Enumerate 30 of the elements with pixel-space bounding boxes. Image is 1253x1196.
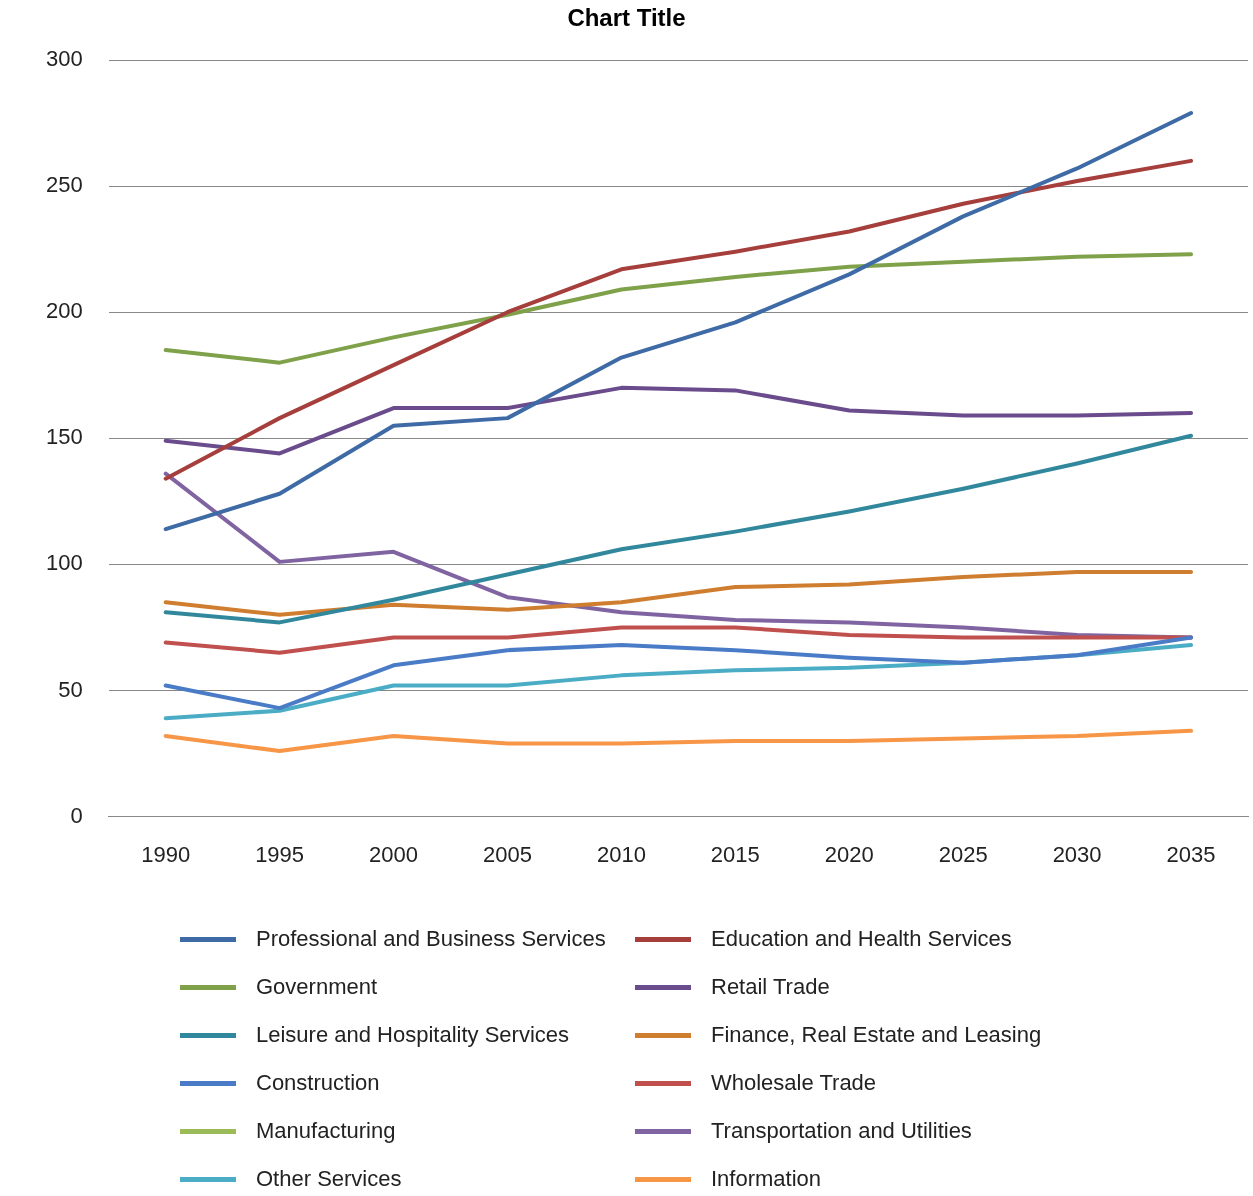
x-tick-label: 1995 [255, 841, 305, 867]
x-tick-label: 2030 [1052, 841, 1102, 867]
y-tick-label: 0 [70, 802, 83, 828]
x-tick-label: 2000 [369, 841, 419, 867]
legend-label: Professional and Business Services [256, 926, 606, 952]
x-tick-label: 2035 [1166, 841, 1216, 867]
legend-label: Information [711, 1166, 822, 1192]
legend-label: Construction [256, 1070, 380, 1096]
legend-label: Finance, Real Estate and Leasing [711, 1022, 1042, 1048]
legend-label: Government [256, 974, 378, 1000]
y-tick-label: 250 [45, 172, 83, 198]
x-tick-label: 2010 [596, 841, 646, 867]
y-tick-label: 150 [45, 424, 83, 450]
legend-label: Manufacturing [256, 1118, 396, 1144]
x-tick-label: 1990 [141, 841, 191, 867]
x-tick-label: 2020 [824, 841, 874, 867]
y-tick-label: 200 [45, 298, 83, 324]
y-tick-label: 100 [45, 550, 83, 576]
x-tick-label: 2005 [482, 841, 532, 867]
x-tick-label: 2015 [710, 841, 760, 867]
legend-label: Wholesale Trade [711, 1070, 877, 1096]
legend-label: Transportation and Utilities [711, 1118, 972, 1144]
y-tick-label: 300 [45, 46, 83, 72]
legend-label: Retail Trade [711, 974, 830, 1000]
chart-title: Chart Title [566, 4, 687, 32]
legend-label: Leisure and Hospitality Services [256, 1022, 570, 1048]
legend-label: Education and Health Services [711, 926, 1012, 952]
legend-label: Other Services [256, 1166, 402, 1192]
x-tick-label: 2025 [938, 841, 988, 867]
y-tick-label: 50 [58, 676, 83, 702]
